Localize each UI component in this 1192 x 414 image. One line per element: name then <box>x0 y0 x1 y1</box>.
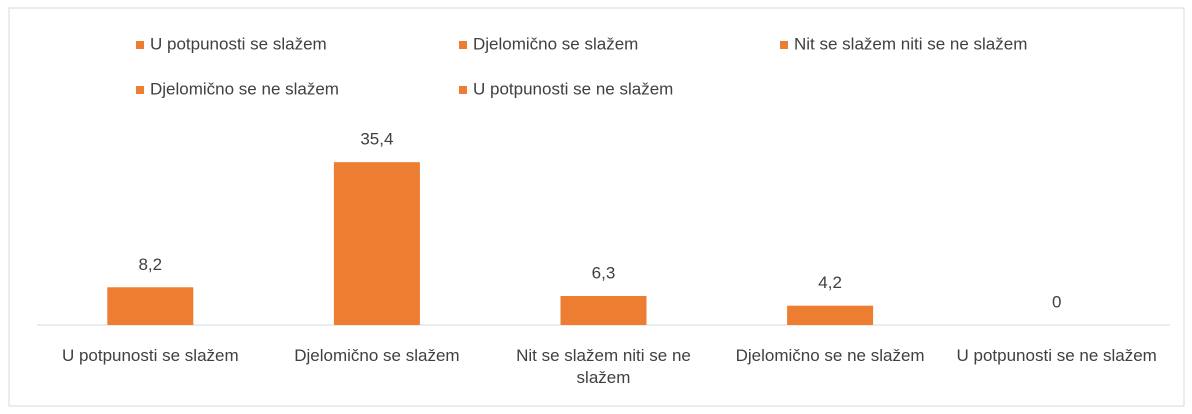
chart-border <box>8 7 1185 407</box>
data-label: 0 <box>1052 292 1061 311</box>
legend-swatch <box>136 86 144 94</box>
data-label: 4,2 <box>818 273 842 292</box>
bar <box>560 296 647 325</box>
bar <box>107 287 194 325</box>
legend-swatch <box>780 41 788 49</box>
x-tick-label: Djelomično se slažem <box>294 346 460 365</box>
legend-swatch <box>459 86 467 94</box>
legend-label: Djelomično se ne slažem <box>150 79 339 98</box>
bar <box>333 162 420 325</box>
data-label: 6,3 <box>592 264 616 283</box>
data-label: 8,2 <box>138 255 162 274</box>
x-tick-label: U potpunosti se ne slažem <box>956 346 1157 365</box>
legend-label: Nit se slažem niti se ne slažem <box>794 34 1027 53</box>
legend-swatch <box>459 41 467 49</box>
legend-swatch <box>136 41 144 49</box>
legend-label: U potpunosti se ne slažem <box>473 79 673 98</box>
legend-label: Djelomično se slažem <box>473 34 638 53</box>
data-label: 35,4 <box>360 130 393 149</box>
bar <box>787 305 874 325</box>
x-tick-label: Djelomično se ne slažem <box>735 346 925 365</box>
legend-label: U potpunosti se slažem <box>150 34 327 53</box>
x-tick-label: U potpunosti se slažem <box>61 346 239 365</box>
x-tick-label: Nit se slažem niti se ne slažem <box>516 346 691 387</box>
